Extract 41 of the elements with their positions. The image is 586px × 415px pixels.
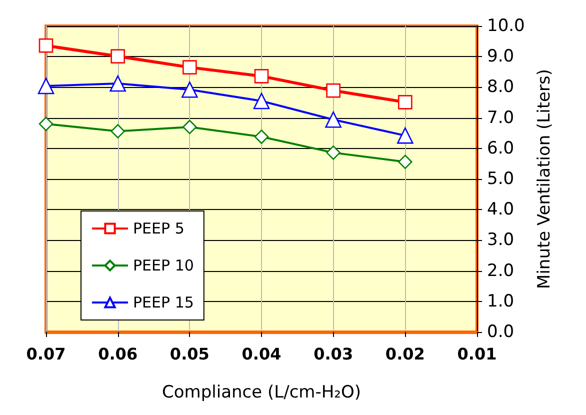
y-tick-label: 6.0 [487,138,514,158]
point [398,154,412,170]
x-tick-label: 0.06 [98,344,138,364]
x-axis-title: Compliance (L/cm-H₂O) [162,382,361,402]
point [253,92,270,110]
point [182,60,197,74]
y-tick-label: 7.0 [487,108,514,128]
legend-label: PEEP 5 [133,220,184,238]
point [398,95,412,110]
point [38,38,54,53]
y-tick-label: 1.0 [487,291,514,312]
point [326,146,340,160]
y-tick-label: 9.0 [487,46,514,67]
y-tick-label: 3.0 [487,230,514,250]
point [254,69,269,84]
x-tick-label: 0.05 [170,344,210,364]
x-tick-label: 0.01 [457,344,497,364]
point [38,116,54,132]
y-tick-label: 0.0 [487,322,514,342]
x-tick-label: 0.04 [242,344,282,364]
y-tick-label: 8.0 [487,77,514,98]
x-tick-label: 0.03 [314,344,354,364]
x-tick-label: 0.07 [26,344,66,364]
point [110,49,125,64]
point [254,130,269,144]
point [325,111,342,128]
legend-label: PEEP 10 [133,256,194,274]
y-axis-title: Minute Ventilation (Liters) [534,69,554,289]
y-tick-label: 10.0 [487,16,525,36]
x-tick-label: 0.02 [385,344,425,364]
point [397,127,414,144]
point [38,78,54,94]
point [110,75,126,92]
point [326,83,340,98]
point [110,124,125,138]
point [182,82,198,98]
point [182,120,197,134]
y-tick-label: 2.0 [487,260,514,281]
y-tick-label: 4.0 [487,200,514,220]
y-tick-label: 5.0 [487,169,514,189]
legend-label: PEEP 15 [133,294,194,312]
